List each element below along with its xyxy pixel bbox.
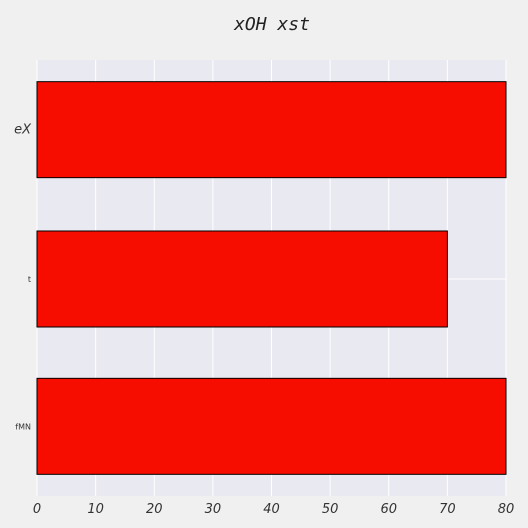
x-tick-label: 0 <box>33 502 41 517</box>
x-tick-label: 40 <box>263 502 280 517</box>
x-tick-label: 70 <box>439 502 456 517</box>
x-tick-labels: 0 10 20 30 40 50 60 70 80 <box>33 502 514 517</box>
bar-ex <box>36 81 507 179</box>
bars <box>36 81 507 475</box>
bar-t <box>36 230 448 328</box>
x-tick-label: 50 <box>322 502 339 517</box>
x-tick-label: 80 <box>498 502 515 517</box>
y-category-label: fMN <box>15 422 31 431</box>
x-tick-label: 10 <box>87 502 104 517</box>
chart-title: xOH xst <box>233 14 310 35</box>
x-tick-label: 20 <box>146 502 163 517</box>
bar-fmn <box>36 377 507 475</box>
y-category-labels: eX t fMN <box>14 123 32 432</box>
x-tick-label: 30 <box>205 502 222 517</box>
x-tick-label: 60 <box>380 502 397 517</box>
y-category-label: eX <box>14 123 32 138</box>
y-category-label: t <box>28 275 31 284</box>
